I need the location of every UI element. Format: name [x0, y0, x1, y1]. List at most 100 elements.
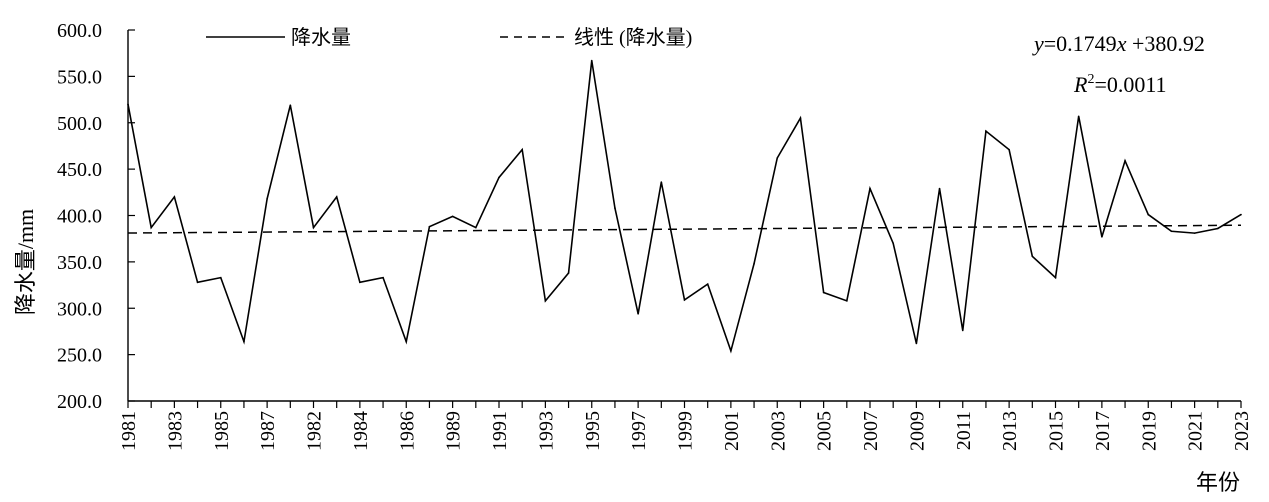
x-tick-label: 1985: [211, 411, 233, 451]
data-point: [150, 226, 152, 229]
data-point: [428, 225, 431, 228]
y-tick-label: 600.0: [57, 20, 102, 42]
data-point: [243, 340, 245, 343]
legend: 降水量 线性 (降水量): [206, 26, 692, 49]
data-point: [614, 207, 616, 209]
data-point: [730, 350, 732, 352]
data-point: [776, 157, 779, 159]
data-point: [1054, 276, 1057, 279]
eq-y-var: y: [1032, 31, 1044, 56]
y-tick-label: 450.0: [57, 159, 102, 181]
data-point: [892, 242, 894, 245]
data-point: [451, 215, 454, 218]
y-tick-label: 400.0: [57, 206, 102, 228]
data-point: [382, 276, 384, 279]
y-axis: 200.0 250.0 300.0 350.0 400.0 450.0 500.0 550.0…: [57, 20, 135, 413]
x-tick-label: 1989: [443, 411, 465, 451]
x-tick-label: 2017: [1092, 411, 1114, 451]
x-tick-label: 1984: [350, 411, 372, 451]
x-tick-label: 1981: [118, 411, 140, 451]
data-point: [1008, 148, 1010, 151]
data-point: [846, 300, 848, 302]
r-squared: R2=0.0011: [1073, 72, 1167, 97]
x-tick-label: 2001: [721, 411, 743, 451]
eq-part2: +380.92: [1126, 31, 1204, 56]
x-tick-label: 1982: [304, 411, 326, 451]
data-point: [706, 283, 709, 285]
data-point: [219, 276, 222, 279]
data-point: [799, 117, 802, 119]
x-tick-label: 1993: [535, 411, 557, 451]
data-point: [822, 291, 825, 294]
x-tick-label: 1999: [675, 411, 697, 451]
data-point: [1147, 213, 1150, 216]
data-point: [1217, 227, 1219, 230]
data-point: [567, 272, 570, 274]
x-tick-label: 1983: [164, 411, 186, 451]
r2-var: R: [1073, 72, 1088, 97]
x-tick-label: 2005: [814, 411, 836, 451]
data-point: [1101, 236, 1103, 238]
x-tick-label: 2019: [1138, 411, 1160, 451]
data-point: [544, 300, 547, 302]
eq-x-var: x: [1116, 31, 1127, 56]
x-axis: 1981 1983 1985 1987 1982 1984 1986 1989 1991 1993…: [118, 400, 1253, 451]
x-tick-label: 2021: [1185, 411, 1207, 451]
data-point: [1193, 232, 1196, 234]
x-tick-label: 2015: [1046, 411, 1068, 451]
data-point: [1124, 159, 1126, 162]
x-tick-label: 2009: [906, 411, 928, 451]
legend-label-precipitation: 降水量: [291, 26, 351, 49]
x-tick-label: 2013: [999, 411, 1021, 451]
data-point: [1031, 255, 1034, 258]
data-point: [1240, 213, 1242, 216]
y-tick-label: 200.0: [57, 391, 102, 413]
data-point: [590, 59, 593, 62]
trend-equation: y=0.1749x +380.92: [1032, 31, 1205, 56]
data-point: [359, 281, 361, 284]
y-tick-label: 350.0: [57, 252, 102, 274]
eq-part1: =0.1749: [1044, 31, 1117, 56]
r2-sup: 2: [1087, 72, 1094, 87]
data-point: [637, 313, 639, 315]
data-point: [753, 262, 755, 265]
x-tick-label: 2011: [953, 411, 975, 450]
y-tick-label: 500.0: [57, 113, 102, 135]
series-line-precipitation: [127, 60, 1242, 354]
x-tick-label: 2003: [767, 411, 789, 451]
x-tick-label: 1987: [257, 411, 279, 451]
data-point: [985, 130, 987, 132]
legend-label-linear: 线性 (降水量): [574, 26, 692, 49]
data-point: [335, 196, 338, 198]
data-point: [961, 329, 964, 332]
x-tick-label: 1995: [582, 411, 604, 451]
data-point: [521, 148, 523, 151]
series-line-linear-trend: [127, 224, 1242, 234]
r2-value: =0.0011: [1094, 72, 1166, 97]
plot-area: [127, 59, 1242, 354]
x-tick-label: 1991: [489, 411, 511, 451]
data-point: [683, 299, 686, 301]
data-point: [289, 104, 292, 106]
data-point: [196, 281, 199, 284]
y-tick-label: 250.0: [57, 345, 102, 367]
x-tick-label: 2007: [860, 411, 882, 451]
data-point: [869, 187, 871, 190]
y-tick-label: 300.0: [57, 298, 102, 320]
data-point: [1077, 115, 1080, 118]
data-point: [173, 196, 176, 198]
data-point: [938, 187, 941, 190]
x-tick-label: 2023: [1231, 411, 1253, 451]
x-tick-label: 1997: [628, 411, 650, 451]
data-point: [312, 226, 315, 229]
data-point: [127, 103, 129, 105]
data-point: [1170, 230, 1173, 233]
y-tick-label: 550.0: [57, 66, 102, 88]
data-point: [475, 226, 477, 229]
data-point: [915, 342, 918, 345]
data-point: [498, 176, 500, 179]
y-axis-label: 降水量/mm: [13, 209, 38, 315]
data-point: [266, 198, 268, 200]
data-point: [660, 181, 663, 183]
